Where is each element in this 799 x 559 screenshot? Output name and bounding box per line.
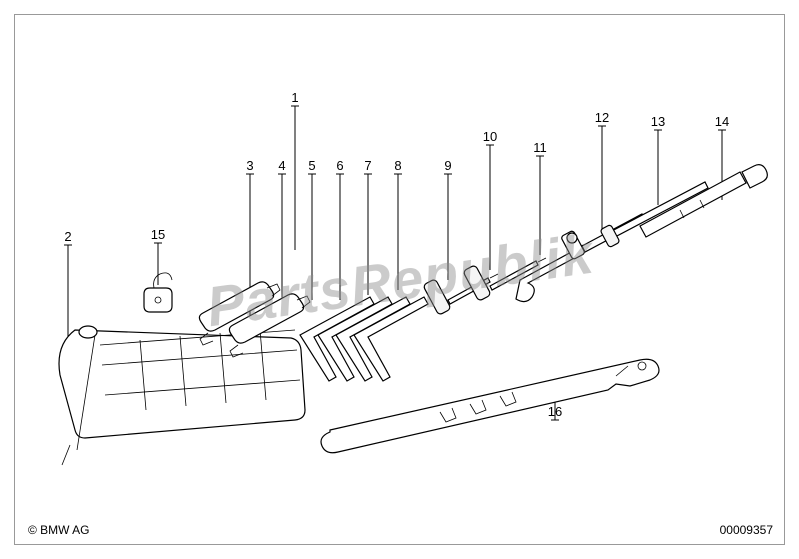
callout-5: 5 (308, 158, 315, 173)
copyright-text: © BMW AG (28, 523, 90, 537)
callout-8: 8 (394, 158, 401, 173)
callout-11: 11 (533, 140, 547, 155)
callout-15: 15 (151, 227, 165, 242)
callout-13: 13 (651, 114, 665, 129)
callout-3: 3 (246, 158, 253, 173)
callout-14: 14 (715, 114, 729, 129)
callout-16: 16 (548, 404, 562, 419)
callout-2: 2 (64, 229, 71, 244)
image-id-text: 00009357 (720, 523, 773, 537)
callout-12: 12 (595, 110, 609, 125)
callout-10: 10 (483, 129, 497, 144)
lever-16 (321, 359, 659, 453)
callout-4: 4 (278, 158, 285, 173)
callout-9: 9 (444, 158, 451, 173)
callout-7: 7 (364, 158, 371, 173)
diagram-svg (0, 0, 799, 559)
tube-wrench-14 (640, 165, 767, 237)
callout-6: 6 (336, 158, 343, 173)
driver-13 (600, 182, 708, 248)
callout-1: 1 (291, 90, 298, 105)
hex-keys (300, 297, 428, 381)
tool-roll (59, 326, 305, 465)
